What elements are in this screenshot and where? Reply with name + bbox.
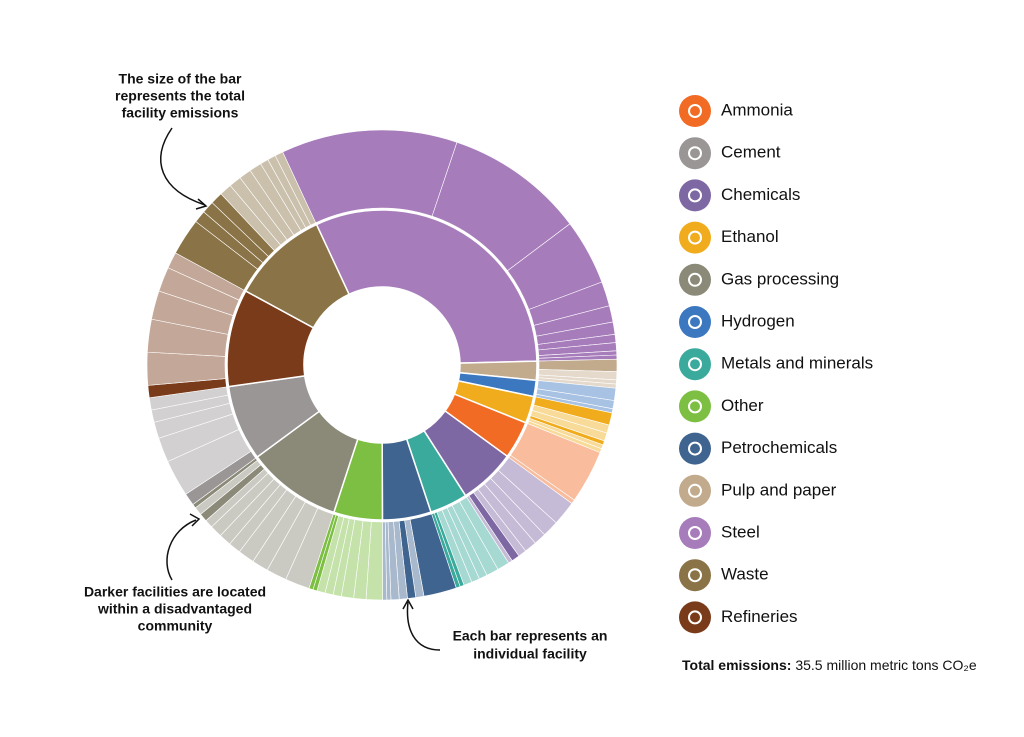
legend-icon-glyph (688, 526, 702, 540)
legend-label: Waste (721, 565, 769, 584)
facility-bar (274, 151, 317, 226)
legend-icon (679, 221, 711, 254)
legend-label: Metals and minerals (721, 354, 873, 373)
legend-label: Ammonia (721, 100, 793, 119)
legend-icon-glyph (688, 568, 702, 583)
legend-icon (679, 306, 711, 338)
annotation-arrows (160, 127, 441, 651)
legend-icon (679, 601, 711, 634)
legend-icon-glyph (688, 146, 702, 161)
legend-label: Steel (721, 522, 760, 541)
total-label: Total emissions: (682, 657, 791, 673)
legend-label: Chemicals (721, 185, 800, 204)
arrowhead (195, 198, 208, 210)
legend-icon-glyph (688, 272, 702, 287)
legend-icon (679, 517, 711, 549)
arrowhead (189, 513, 201, 527)
legend-icon (679, 432, 711, 465)
annotation: Darker facilities are located (84, 584, 266, 600)
annotation: Each bar represents an (453, 628, 608, 644)
sunburst (146, 129, 618, 601)
legend-icon-glyph (688, 483, 702, 498)
legend-icon (679, 474, 711, 507)
annotation: represents the total (115, 88, 245, 104)
legend-label: Refineries (721, 607, 798, 626)
legend-icon-glyph (688, 188, 702, 203)
arrowhead (402, 598, 414, 610)
arrow (160, 127, 206, 206)
legend-icon-glyph (688, 610, 702, 625)
total-emissions: Total emissions: 35.5 million metric ton… (682, 657, 977, 673)
legend-label: Ethanol (721, 227, 779, 246)
legend-label: Hydrogen (721, 311, 795, 330)
annotation: community (138, 618, 213, 634)
arrow (166, 519, 197, 581)
legend-icon (679, 95, 711, 127)
annotation: individual facility (473, 646, 587, 662)
legend: Ammonia Cement Chemicals Ethanol Gas process… (679, 95, 873, 634)
legend-icon (679, 137, 711, 170)
legend-icon-glyph (688, 104, 702, 118)
sector-wedge (244, 223, 351, 329)
legend-label: Petrochemicals (721, 438, 837, 457)
legend-icon-glyph (688, 230, 702, 245)
legend-icon-glyph (688, 315, 702, 329)
legend-icon-glyph (688, 357, 702, 372)
legend-icon-glyph (688, 399, 702, 414)
legend-icon (679, 179, 711, 212)
annotation: facility emissions (122, 105, 239, 121)
legend-label: Other (721, 396, 764, 415)
arrow (406, 601, 441, 651)
legend-label: Pulp and paper (721, 480, 837, 499)
annotation: The size of the bar (119, 71, 242, 87)
legend-icon (679, 263, 711, 296)
total-text: 35.5 million metric tons CO₂e (795, 657, 976, 673)
legend-icon (679, 348, 711, 381)
legend-icon (679, 390, 711, 423)
legend-label: Cement (721, 143, 781, 162)
annotation: within a disadvantaged (97, 601, 252, 617)
legend-label: Gas processing (721, 269, 839, 288)
legend-icon-glyph (688, 441, 702, 456)
legend-icon (679, 559, 711, 592)
sector-wedge (315, 209, 538, 364)
